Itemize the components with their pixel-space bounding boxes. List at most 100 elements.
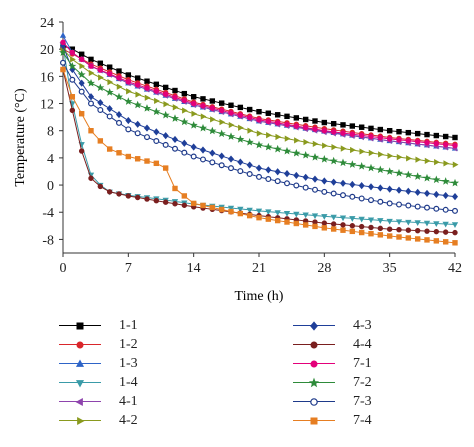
data-point [256,214,262,221]
data-point [293,123,300,129]
legend-marker [77,416,85,426]
data-point [227,205,235,212]
legend-marker [75,359,85,367]
data-point [386,226,393,232]
data-point [171,135,179,144]
data-point [368,230,374,237]
data-point [219,119,226,126]
data-point [274,168,281,176]
legend-marker [76,341,84,349]
data-point [96,83,105,92]
data-point [311,213,319,220]
data-point [246,114,253,121]
data-point [125,126,132,133]
data-point [367,183,375,191]
data-point [386,136,393,142]
data-point [321,128,328,134]
legend-marker [76,322,84,330]
data-point [340,122,346,128]
data-point [209,105,216,111]
data-point [274,112,281,118]
series-7-4 [60,66,458,246]
data-point [292,148,301,157]
legend-label: 7-3 [353,394,372,409]
data-point [284,121,290,128]
data-point [413,172,422,180]
data-point [153,88,160,94]
data-point [106,113,113,120]
legend-swatch [59,356,101,372]
data-point [442,191,449,200]
legend-marker-group [77,416,85,426]
data-point [218,152,225,160]
legend-item-1-4: 1-4 [59,375,138,391]
data-point [143,104,151,112]
data-point [311,186,319,193]
data-point [395,201,403,208]
data-point [162,165,169,171]
data-point [218,100,225,106]
y-tick-label: 24 [40,16,54,31]
legend-swatch [293,318,335,334]
data-point [162,141,169,148]
data-point [358,195,365,202]
legend-marker-group [310,417,318,425]
data-point [199,123,207,132]
data-point [143,124,151,132]
legend-marker-shape [77,416,85,426]
data-point [246,170,253,177]
data-point [442,221,449,228]
legend-label: 1-1 [119,318,138,333]
data-point [442,206,449,213]
data-point [349,216,356,222]
data-point [237,168,244,175]
data-point [368,149,375,157]
data-point [349,123,356,129]
y-tick-label: -4 [42,206,54,221]
series-7-1 [60,39,458,149]
data-point [70,56,76,63]
data-point [442,229,449,235]
data-point [218,162,225,169]
data-point [200,103,206,109]
x-tick-label: 21 [252,261,266,276]
data-point [452,229,458,236]
data-point [78,88,85,95]
data-point [116,191,122,197]
data-point [134,194,141,201]
data-point [414,130,421,137]
data-point [245,137,254,146]
legend-label: 7-1 [353,356,372,371]
data-point [423,189,431,197]
legend-marker [308,377,320,388]
data-point [424,157,431,165]
data-point [396,128,402,135]
legend-swatch [293,337,335,353]
data-point [106,105,113,113]
legend-swatch [59,337,101,353]
data-point [405,129,412,136]
data-point [116,83,123,90]
data-point [246,212,253,219]
data-point [209,159,216,166]
data-point [284,113,290,120]
data-point [144,94,151,101]
data-point [452,142,458,149]
data-point [283,180,291,187]
data-point [385,167,394,175]
data-point [172,104,179,111]
data-point [349,180,356,189]
data-point [284,219,290,225]
data-point [414,203,421,210]
x-tick-label: 14 [187,261,201,276]
data-point [423,173,431,182]
data-point [265,176,272,183]
x-tick-label: 7 [125,261,132,276]
legend-marker [310,321,318,331]
data-point [303,139,310,146]
legend-marker [75,380,85,388]
data-point [434,159,440,166]
data-point [200,113,207,120]
data-point [312,140,319,148]
